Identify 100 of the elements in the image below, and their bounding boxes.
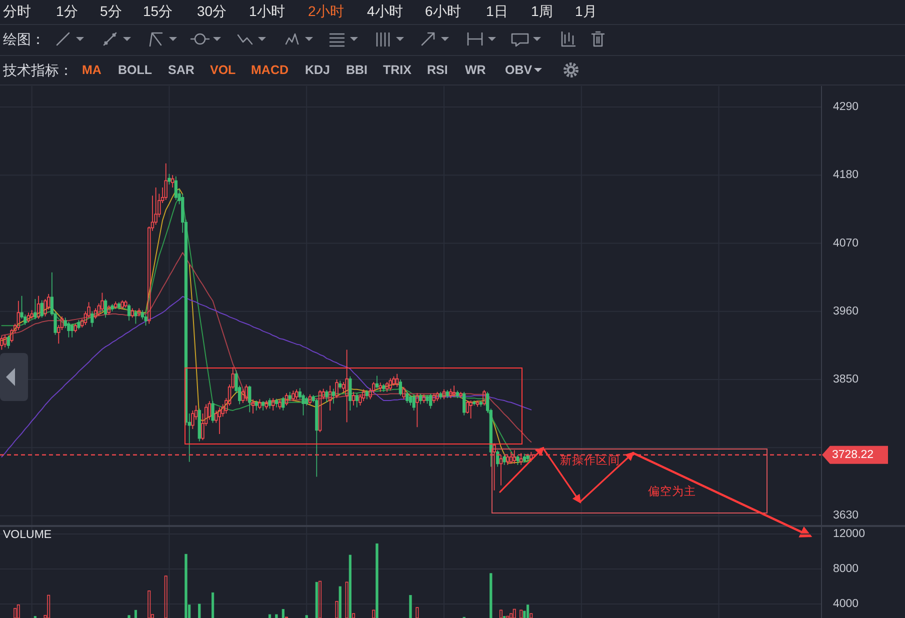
candlestick — [271, 398, 275, 411]
candlestick — [0, 336, 4, 350]
candlestick — [456, 390, 459, 398]
text: 2小时 — [308, 3, 344, 19]
candlestick — [110, 304, 114, 312]
text: MA — [82, 63, 102, 77]
candlestick — [422, 394, 426, 404]
y-tick-label: 4290 — [833, 101, 859, 114]
line-series — [1, 252, 532, 443]
candlestick — [439, 391, 442, 400]
candlestick — [325, 390, 328, 403]
candlestick — [137, 308, 141, 317]
candlestick — [452, 385, 456, 398]
text: OBV — [505, 63, 533, 77]
candlestick — [496, 450, 500, 468]
text: WR — [465, 63, 486, 77]
candlestick — [406, 391, 409, 404]
text: 1月 — [575, 3, 597, 19]
y-tick-label: 4000 — [833, 598, 859, 610]
candlestick — [375, 375, 379, 390]
candlestick — [30, 310, 34, 320]
candlestick — [432, 392, 436, 404]
text: 15分 — [143, 3, 173, 19]
candlestick — [168, 174, 171, 185]
candlestick — [107, 304, 111, 315]
candlestick — [34, 298, 37, 320]
candlestick — [338, 380, 342, 390]
candlestick — [100, 292, 104, 312]
candlestick — [127, 304, 131, 322]
candlestick — [308, 394, 312, 405]
annotation: 偏空为主 — [648, 484, 696, 498]
candlestick — [459, 391, 462, 399]
candlestick — [294, 388, 298, 400]
candlestick — [3, 334, 7, 348]
candlestick — [358, 394, 362, 406]
candlestick — [332, 388, 335, 404]
candlestick — [315, 398, 318, 478]
candlestick — [522, 453, 526, 463]
candlestick — [10, 328, 14, 343]
candlestick — [67, 322, 70, 338]
candlestick — [482, 390, 486, 406]
candlestick — [395, 373, 399, 388]
text: 4小时 — [367, 3, 403, 19]
text: MACD — [251, 63, 288, 77]
text: 6小时 — [425, 3, 461, 19]
text: 1周 — [531, 3, 553, 19]
candlestick — [288, 391, 292, 402]
candlestick — [365, 390, 369, 400]
candlestick — [248, 385, 252, 413]
candlestick — [26, 312, 30, 323]
candlestick — [120, 300, 124, 310]
candlestick — [70, 323, 74, 338]
candlestick — [134, 310, 138, 324]
candlestick — [244, 384, 248, 402]
candlestick — [318, 390, 322, 433]
candlestick — [254, 400, 258, 411]
text: TRIX — [383, 63, 412, 77]
text: VOL — [210, 63, 236, 77]
candlestick — [392, 376, 396, 386]
candlestick — [124, 300, 128, 308]
candlestick — [282, 396, 285, 411]
candlestick — [449, 388, 452, 399]
text: 1小时 — [249, 3, 285, 19]
candlestick — [436, 391, 439, 402]
candlestick — [36, 295, 40, 320]
y-tick-label: 12000 — [833, 528, 865, 540]
candlestick — [6, 335, 10, 349]
candlestick — [516, 454, 520, 466]
candlestick — [426, 394, 429, 404]
candlestick — [77, 320, 80, 330]
candlestick — [442, 388, 446, 400]
text: BBI — [346, 63, 368, 77]
y-tick-label: 3850 — [833, 373, 859, 386]
candlestick — [251, 398, 255, 414]
y-tick-label: 3960 — [833, 305, 859, 318]
candlestick — [241, 388, 245, 404]
text: 技术指标： — [2, 62, 73, 78]
candlestick — [40, 300, 44, 318]
y-tick-label: 4070 — [833, 237, 859, 250]
candlestick — [402, 386, 406, 400]
text: 5分 — [100, 3, 122, 19]
candlestick — [446, 390, 449, 398]
y-tick-label: 3630 — [833, 510, 859, 522]
candlestick — [198, 408, 201, 442]
text: BOLL — [118, 63, 152, 77]
candlestick — [211, 400, 214, 424]
candlestick — [355, 392, 358, 408]
text: 1分 — [56, 3, 78, 19]
candlestick — [345, 349, 348, 423]
candlestick — [104, 298, 108, 318]
text: 30分 — [197, 3, 227, 19]
ref-line-label: 3728.22 — [832, 448, 874, 461]
candlestick — [412, 394, 416, 411]
candlestick — [328, 385, 332, 411]
candlestick — [362, 388, 366, 402]
candlestick — [378, 382, 382, 392]
candlestick — [261, 400, 265, 411]
candlestick — [278, 399, 282, 410]
candlestick — [284, 392, 288, 406]
candlestick — [502, 453, 506, 466]
